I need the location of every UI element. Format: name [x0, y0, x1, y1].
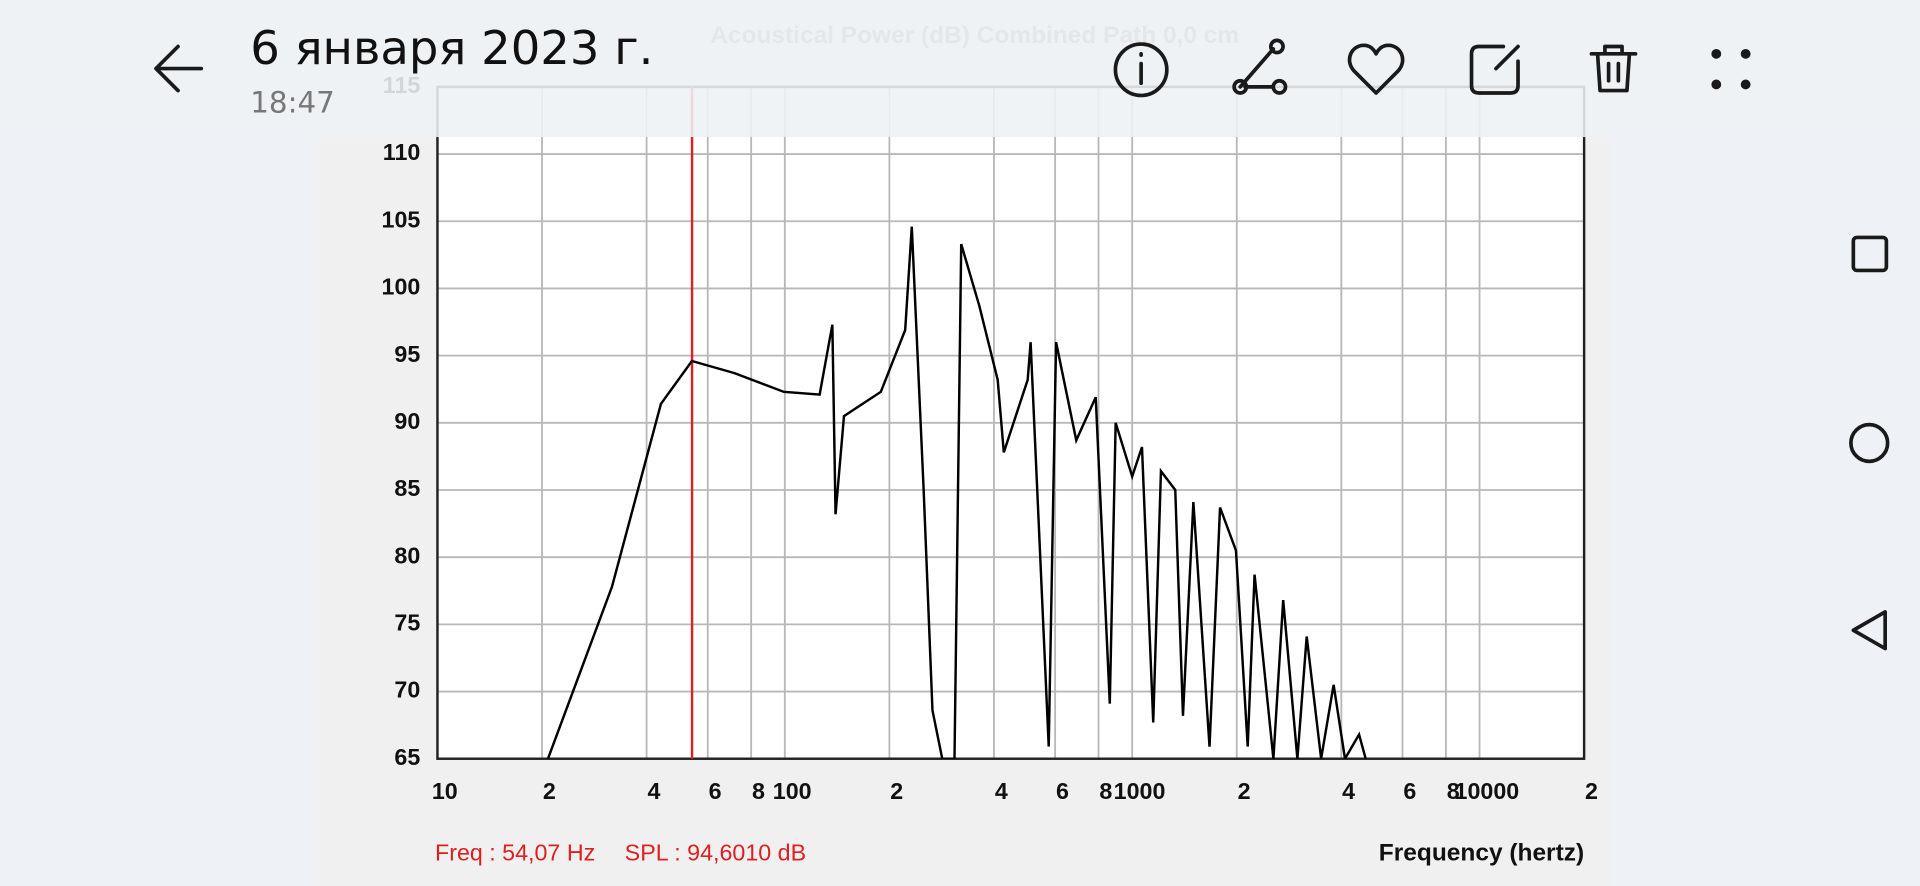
y-tick-label: 105	[382, 206, 421, 232]
chart: Acoustical Power (dB) Combined Path 0,0 …	[382, 22, 1598, 866]
home-button[interactable]	[1849, 422, 1890, 464]
y-tick-label: 100	[382, 274, 421, 300]
x-tick-label: 8	[1099, 778, 1112, 804]
x-tick-label: 2	[890, 778, 903, 804]
x-axis-label: Frequency (hertz)	[1379, 840, 1584, 867]
trash-icon	[1589, 44, 1638, 93]
path-node	[1271, 78, 1288, 95]
edit-icon	[1469, 44, 1520, 95]
x-tick-label: 2	[1238, 778, 1251, 804]
x-tick-label: 100	[773, 778, 812, 804]
y-tick-label: 90	[394, 408, 420, 434]
edit-path-button[interactable]	[1232, 38, 1288, 95]
nav-bar	[1849, 235, 1890, 651]
x-tick-label: 2	[543, 778, 556, 804]
title: 6 января 2023 г.	[250, 21, 653, 75]
x-tick-label: 6	[1056, 778, 1069, 804]
x-tick-label: 4	[995, 778, 1008, 804]
x-tick-label: 6	[709, 778, 722, 804]
x-tick-label: 8	[752, 778, 765, 804]
path-icon	[1238, 47, 1276, 89]
y-tick-label: 95	[394, 341, 420, 367]
response-curve	[546, 226, 1367, 759]
cursor-freq: Freq : 54,07 Hz	[435, 839, 595, 865]
more-button[interactable]	[1711, 48, 1751, 90]
heart-icon	[1347, 43, 1405, 95]
y-tick-label: 70	[394, 677, 420, 703]
cursor-spl: SPL : 94,6010 dB	[625, 839, 806, 865]
path-node	[1268, 38, 1285, 55]
dot	[1740, 48, 1751, 59]
back-button[interactable]	[154, 44, 204, 93]
time: 18:47	[250, 86, 335, 120]
x-tick-label: 10000	[1455, 778, 1520, 804]
x-tick-label: 2	[1585, 778, 1598, 804]
path-node	[1232, 78, 1249, 95]
edit-button[interactable]	[1469, 44, 1520, 95]
y-tick-label: 80	[394, 542, 420, 568]
info-icon	[1113, 42, 1169, 98]
recents-button[interactable]	[1851, 235, 1889, 273]
x-tick-label: 4	[1342, 778, 1355, 804]
y-tick-label: 75	[394, 610, 420, 636]
info-button[interactable]	[1113, 42, 1169, 98]
x-tick-label: 6	[1403, 778, 1416, 804]
dot	[1711, 48, 1722, 59]
top-bar: 6 января 2023 г. 18:47	[0, 0, 1920, 138]
y-tick-label: 110	[383, 139, 421, 165]
x-tick-label: 4	[647, 778, 660, 804]
back-icon	[154, 44, 204, 93]
delete-button[interactable]	[1589, 44, 1638, 93]
x-tick-label: 8	[1447, 778, 1460, 804]
y-tick-label: 65	[394, 744, 420, 770]
x-tick-label: 10	[432, 778, 458, 804]
x-tick-label: 1000	[1114, 778, 1166, 804]
dot	[1740, 79, 1751, 90]
y-tick-label: 85	[394, 475, 420, 501]
back-nav-button[interactable]	[1851, 610, 1887, 651]
favorite-button[interactable]	[1347, 43, 1405, 95]
dot	[1711, 79, 1722, 90]
